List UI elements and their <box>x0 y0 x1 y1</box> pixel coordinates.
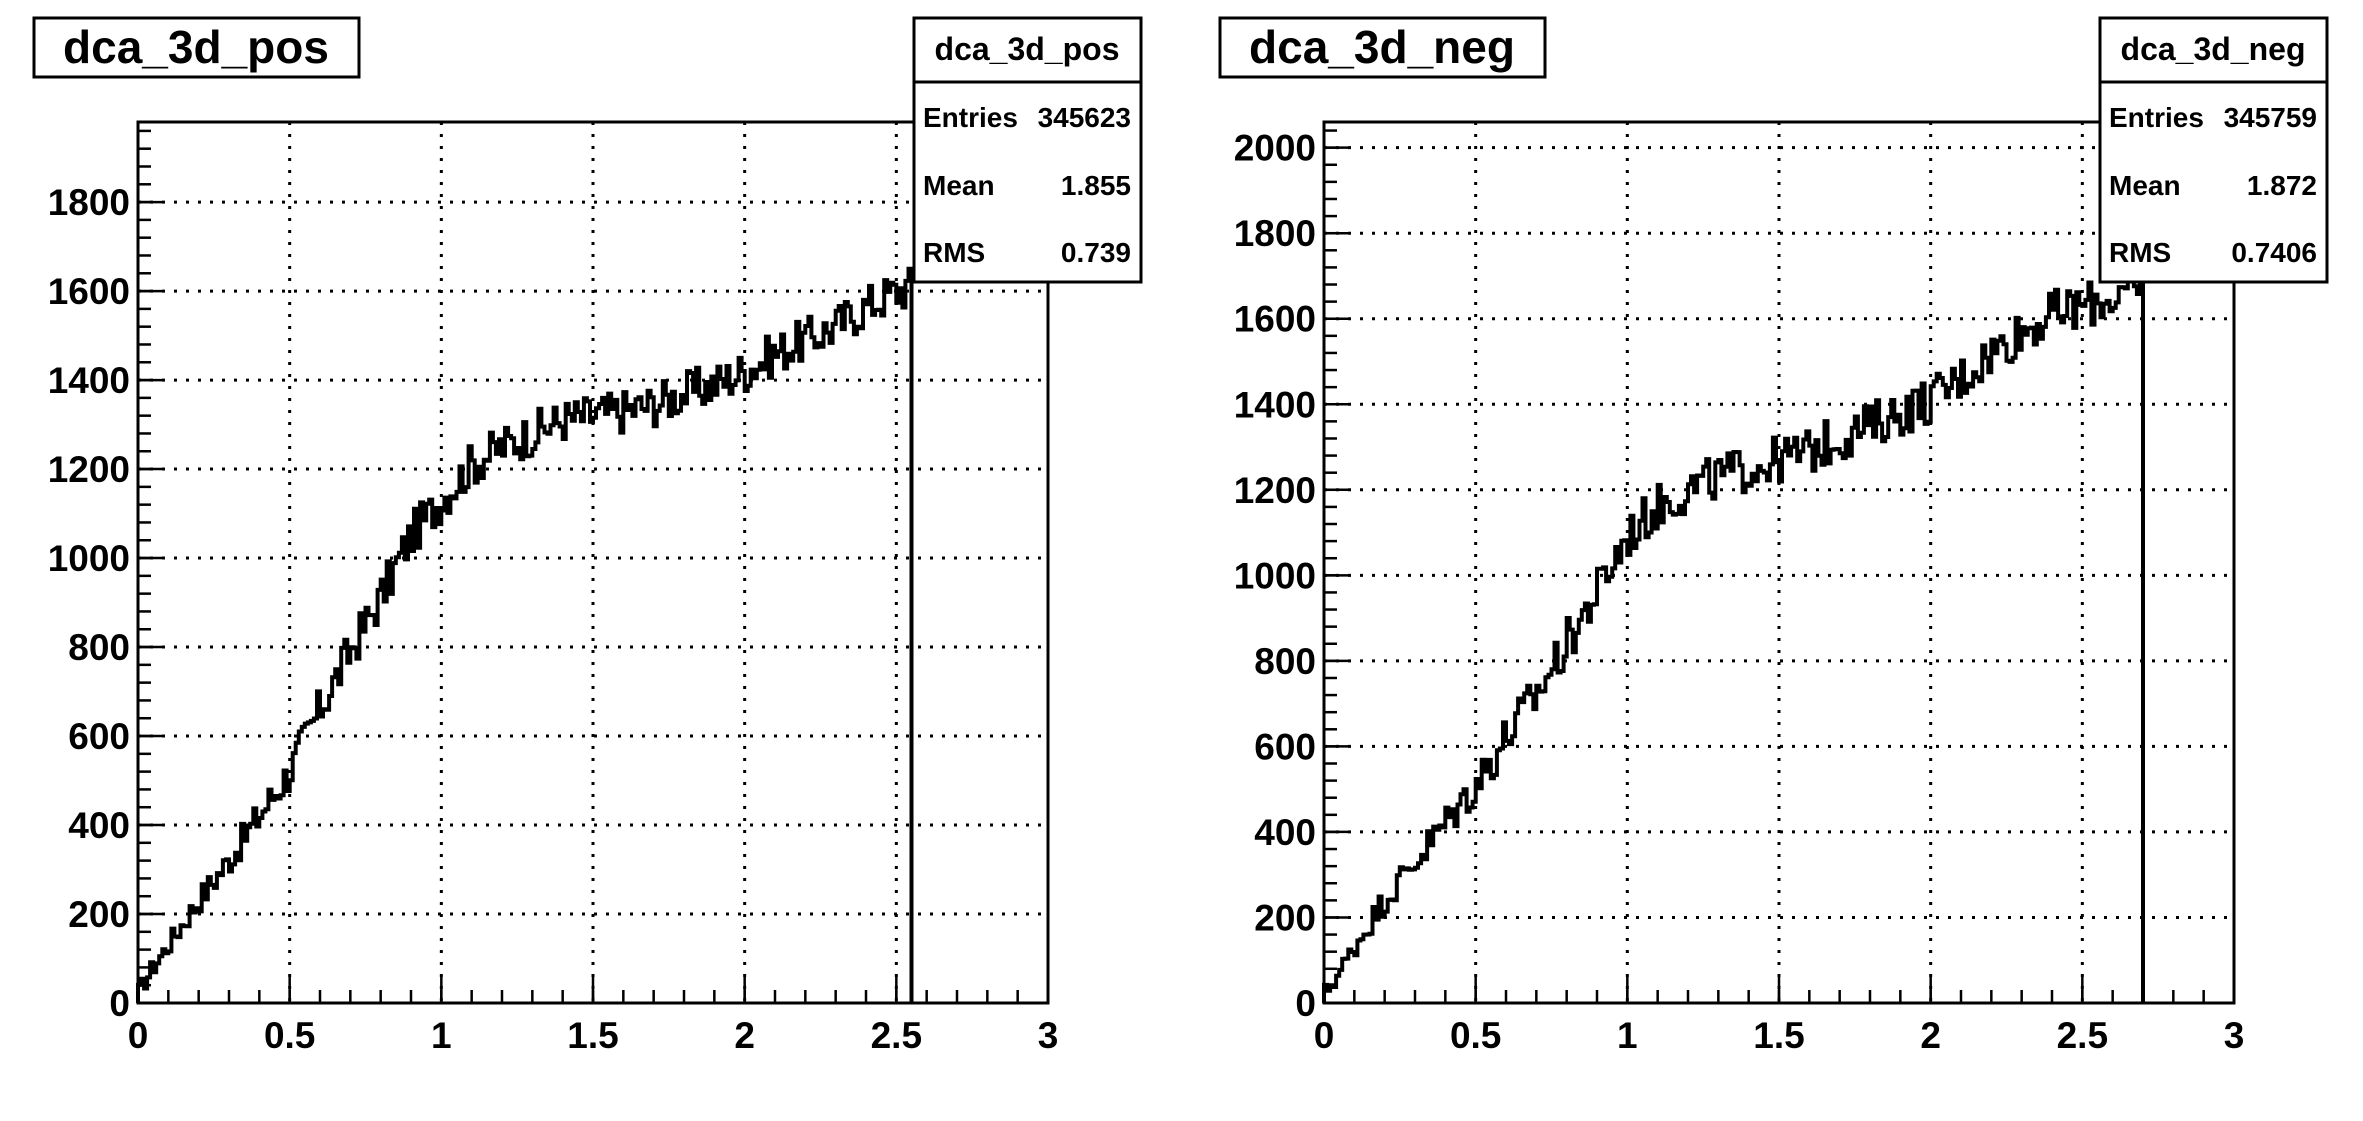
stats-name: dca_3d_pos <box>935 31 1120 67</box>
x-tick-label: 1.5 <box>1753 1015 1804 1056</box>
title-box <box>32 16 361 79</box>
chart-title: dca_3d_neg <box>1249 21 1515 73</box>
y-tick-label: 1400 <box>1234 384 1316 425</box>
y-tick-label: 1800 <box>1234 213 1316 254</box>
y-tick-label: 1200 <box>48 449 130 490</box>
stats-box: dca_3d_neg Entries 345759 Mean 1.872 RMS… <box>2098 16 2329 284</box>
stats-entries-value: 345623 <box>1038 102 1131 133</box>
panel-dca-3d-pos: 0 200 400 600 800 1000 1200 1400 1600 1800 0 0.5 1 1… <box>32 16 1143 1056</box>
axis-ticks <box>136 129 1050 1005</box>
x-tick-label: 2 <box>734 1015 755 1056</box>
y-tick-label: 200 <box>1254 897 1316 938</box>
stats-box-frame <box>912 16 1143 284</box>
x-tick-label: 2.5 <box>2057 1015 2108 1056</box>
grid-lines <box>138 122 1048 1003</box>
stats-mean-value: 1.855 <box>1061 170 1131 201</box>
y-tick-label: 600 <box>68 716 130 757</box>
y-tick-label: 1000 <box>1234 555 1316 596</box>
x-axis-tick-labels: 0 0.5 1 1.5 2 2.5 3 <box>1314 1015 2245 1056</box>
x-tick-label: 0 <box>1314 1015 1335 1056</box>
y-axis-tick-labels: 0 200 400 600 800 1000 1200 1400 1600 1800 <box>48 182 130 1024</box>
y-tick-label: 200 <box>68 894 130 935</box>
y-tick-label: 0 <box>1295 983 1316 1024</box>
x-tick-label: 1 <box>1617 1015 1638 1056</box>
x-tick-label: 3 <box>2224 1015 2245 1056</box>
stats-box-frame <box>2098 16 2329 284</box>
stats-mean-label: Mean <box>2109 170 2181 201</box>
y-tick-label: 800 <box>68 627 130 668</box>
grid-lines <box>1324 122 2234 1003</box>
y-tick-label: 400 <box>68 805 130 846</box>
x-tick-label: 2.5 <box>871 1015 922 1056</box>
y-tick-label: 800 <box>1254 641 1316 682</box>
x-tick-label: 3 <box>1038 1015 1059 1056</box>
histogram-series <box>1322 267 2145 1003</box>
stats-rms-value: 0.7406 <box>2231 237 2317 268</box>
x-tick-label: 1.5 <box>567 1015 618 1056</box>
x-tick-label: 0.5 <box>1450 1015 1501 1056</box>
stats-entries-label: Entries <box>923 102 1018 133</box>
title-box <box>1218 16 1547 79</box>
x-tick-label: 0 <box>128 1015 149 1056</box>
y-tick-label: 1400 <box>48 360 130 401</box>
y-tick-label: 1600 <box>48 271 130 312</box>
y-tick-label: 1200 <box>1234 470 1316 511</box>
y-tick-label: 600 <box>1254 726 1316 767</box>
histogram-series <box>136 266 914 1003</box>
stats-box: dca_3d_pos Entries 345623 Mean 1.855 RMS… <box>912 16 1143 284</box>
axis-ticks <box>1322 129 2236 1005</box>
stats-rms-label: RMS <box>2109 237 2171 268</box>
y-tick-label: 1800 <box>48 182 130 223</box>
x-axis-tick-labels: 0 0.5 1 1.5 2 2.5 3 <box>128 1015 1059 1056</box>
stats-entries-value: 345759 <box>2224 102 2317 133</box>
stats-name: dca_3d_neg <box>2121 31 2306 67</box>
stats-rms-label: RMS <box>923 237 985 268</box>
x-tick-label: 1 <box>431 1015 452 1056</box>
x-tick-label: 2 <box>1920 1015 1941 1056</box>
y-tick-label: 1000 <box>48 538 130 579</box>
stats-mean-label: Mean <box>923 170 995 201</box>
chart-title: dca_3d_pos <box>63 21 329 73</box>
y-tick-label: 2000 <box>1234 128 1316 169</box>
stats-entries-label: Entries <box>2109 102 2204 133</box>
stats-mean-value: 1.872 <box>2247 170 2317 201</box>
y-tick-label: 1600 <box>1234 299 1316 340</box>
stats-rms-value: 0.739 <box>1061 237 1131 268</box>
x-tick-label: 0.5 <box>264 1015 315 1056</box>
y-tick-label: 400 <box>1254 812 1316 853</box>
y-tick-label: 0 <box>109 983 130 1024</box>
y-axis-tick-labels: 0 200 400 600 800 1000 1200 1400 1600 1800 2000 <box>1234 128 1316 1024</box>
